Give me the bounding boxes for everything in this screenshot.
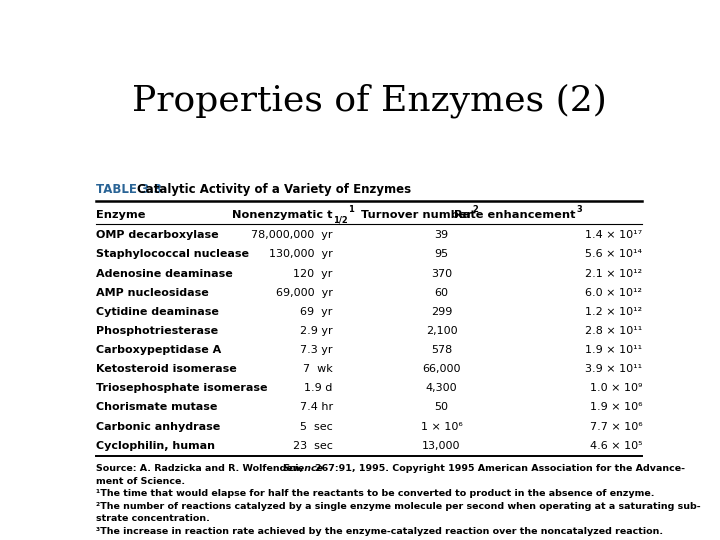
- Text: 1.9 d: 1.9 d: [305, 383, 333, 393]
- Text: AMP nucleosidase: AMP nucleosidase: [96, 288, 208, 298]
- Text: 1.2 × 10¹²: 1.2 × 10¹²: [585, 307, 642, 317]
- Text: 578: 578: [431, 345, 452, 355]
- Text: ³The increase in reaction rate achieved by the enzyme-catalyzed reaction over th: ³The increase in reaction rate achieved …: [96, 526, 662, 536]
- Text: 299: 299: [431, 307, 452, 317]
- Text: 13,000: 13,000: [423, 441, 461, 451]
- Text: 39: 39: [434, 230, 449, 240]
- Text: 5.6 × 10¹⁴: 5.6 × 10¹⁴: [585, 249, 642, 259]
- Text: TABLE 3.3: TABLE 3.3: [96, 183, 161, 196]
- Text: 69  yr: 69 yr: [300, 307, 333, 317]
- Text: ment of Science.: ment of Science.: [96, 477, 185, 486]
- Text: 66,000: 66,000: [423, 364, 461, 374]
- Text: 95: 95: [434, 249, 449, 259]
- Text: 69,000  yr: 69,000 yr: [276, 288, 333, 298]
- Text: 7  wk: 7 wk: [303, 364, 333, 374]
- Text: 78,000,000  yr: 78,000,000 yr: [251, 230, 333, 240]
- Text: 5  sec: 5 sec: [300, 422, 333, 431]
- Text: 23  sec: 23 sec: [293, 441, 333, 451]
- Text: Chorismate mutase: Chorismate mutase: [96, 402, 217, 413]
- Text: Catalytic Activity of a Variety of Enzymes: Catalytic Activity of a Variety of Enzym…: [138, 183, 412, 196]
- Text: Carboxypeptidase A: Carboxypeptidase A: [96, 345, 221, 355]
- Text: 1 × 10⁶: 1 × 10⁶: [420, 422, 462, 431]
- Text: 7.4 hr: 7.4 hr: [300, 402, 333, 413]
- Text: 370: 370: [431, 268, 452, 279]
- Text: 120  yr: 120 yr: [293, 268, 333, 279]
- Text: ¹The time that would elapse for half the reactants to be converted to product in: ¹The time that would elapse for half the…: [96, 489, 654, 498]
- Text: 1: 1: [348, 205, 354, 214]
- Text: 130,000  yr: 130,000 yr: [269, 249, 333, 259]
- Text: 2,100: 2,100: [426, 326, 457, 336]
- Text: Turnover number: Turnover number: [361, 210, 472, 220]
- Text: 2.1 × 10¹²: 2.1 × 10¹²: [585, 268, 642, 279]
- Text: Nonenzymatic t: Nonenzymatic t: [233, 210, 333, 220]
- Text: 2: 2: [473, 205, 479, 214]
- Text: 1.0 × 10⁹: 1.0 × 10⁹: [590, 383, 642, 393]
- Text: Cytidine deaminase: Cytidine deaminase: [96, 307, 218, 317]
- Text: 2.9 yr: 2.9 yr: [300, 326, 333, 336]
- Text: Source: A. Radzicka and R. Wolfenden,: Source: A. Radzicka and R. Wolfenden,: [96, 463, 306, 472]
- Text: 1.9 × 10¹¹: 1.9 × 10¹¹: [585, 345, 642, 355]
- Text: 1.4 × 10¹⁷: 1.4 × 10¹⁷: [585, 230, 642, 240]
- Text: 50: 50: [435, 402, 449, 413]
- Text: strate concentration.: strate concentration.: [96, 514, 210, 523]
- Text: Rate enhancement: Rate enhancement: [454, 210, 575, 220]
- Text: Enzyme: Enzyme: [96, 210, 145, 220]
- Text: Staphylococcal nuclease: Staphylococcal nuclease: [96, 249, 248, 259]
- Text: Adenosine deaminase: Adenosine deaminase: [96, 268, 233, 279]
- Text: 267:91, 1995. Copyright 1995 American Association for the Advance-: 267:91, 1995. Copyright 1995 American As…: [315, 463, 685, 472]
- Text: 3.9 × 10¹¹: 3.9 × 10¹¹: [585, 364, 642, 374]
- Text: 2.8 × 10¹¹: 2.8 × 10¹¹: [585, 326, 642, 336]
- Text: ²The number of reactions catalyzed by a single enzyme molecule per second when o: ²The number of reactions catalyzed by a …: [96, 502, 701, 511]
- Text: 6.0 × 10¹²: 6.0 × 10¹²: [585, 288, 642, 298]
- Text: Ketosteroid isomerase: Ketosteroid isomerase: [96, 364, 236, 374]
- Text: 60: 60: [435, 288, 449, 298]
- Text: 4,300: 4,300: [426, 383, 457, 393]
- Text: 1.9 × 10⁶: 1.9 × 10⁶: [590, 402, 642, 413]
- Text: Properties of Enzymes (2): Properties of Enzymes (2): [132, 84, 606, 118]
- Text: Cyclophilin, human: Cyclophilin, human: [96, 441, 215, 451]
- Text: 1/2: 1/2: [333, 216, 348, 225]
- Text: Science: Science: [283, 463, 324, 472]
- Text: Triosephosphate isomerase: Triosephosphate isomerase: [96, 383, 267, 393]
- Text: Carbonic anhydrase: Carbonic anhydrase: [96, 422, 220, 431]
- Text: 4.6 × 10⁵: 4.6 × 10⁵: [590, 441, 642, 451]
- Text: 7.7 × 10⁶: 7.7 × 10⁶: [590, 422, 642, 431]
- Text: 3: 3: [576, 205, 582, 214]
- Text: 7.3 yr: 7.3 yr: [300, 345, 333, 355]
- Text: Phosphotriesterase: Phosphotriesterase: [96, 326, 217, 336]
- Text: OMP decarboxylase: OMP decarboxylase: [96, 230, 218, 240]
